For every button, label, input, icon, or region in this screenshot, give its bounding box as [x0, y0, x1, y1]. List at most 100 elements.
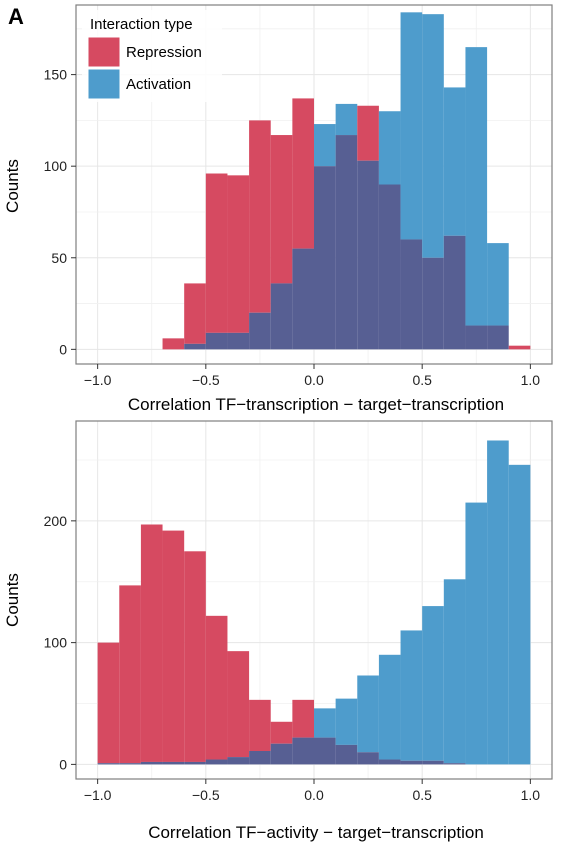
repression-bar	[227, 175, 250, 333]
overlap-bar	[184, 343, 206, 350]
overlap-bar	[270, 743, 293, 765]
activation-bar	[378, 654, 401, 760]
overlap-bar	[335, 744, 358, 765]
repression-bar	[184, 283, 206, 344]
y-tick-label: 0	[59, 756, 67, 772]
x-tick-label: −1.0	[84, 372, 112, 388]
legend-swatch-activation	[87, 68, 121, 100]
repression-bar	[140, 524, 163, 762]
repression-bar	[292, 699, 314, 738]
y-axis-title: Counts	[3, 159, 22, 213]
overlap-bar	[335, 135, 358, 350]
overlap-bar	[400, 239, 423, 350]
legend-swatch-repression	[87, 36, 121, 68]
overlap-bar	[378, 759, 401, 765]
activation-bar	[357, 675, 379, 753]
activation-bar	[335, 103, 358, 136]
repression-bar	[270, 721, 293, 744]
overlap-bar	[443, 763, 466, 765]
overlap-bar	[422, 257, 444, 350]
y-tick-label: 200	[44, 513, 68, 529]
y-tick-label: 150	[44, 67, 68, 83]
repression-bar	[162, 530, 185, 762]
bars	[97, 440, 531, 765]
repression-bar	[270, 135, 293, 284]
activation-bar	[400, 630, 423, 761]
axis-ticks: 0 100 200 −1.0 −0.5 0.0 0.5 1.0	[44, 513, 541, 803]
repression-bar	[357, 105, 379, 161]
y-tick-label: 100	[44, 635, 68, 651]
overlap-bar	[292, 248, 314, 350]
activation-bar	[314, 708, 336, 738]
x-tick-label: 1.0	[521, 787, 541, 803]
activation-bar	[443, 87, 466, 236]
overlap-bar	[357, 160, 379, 350]
repression-bar	[184, 551, 206, 762]
repression-bar	[162, 338, 185, 350]
activation-bar	[422, 14, 444, 258]
repression-bar	[205, 173, 228, 333]
overlap-bar	[227, 332, 250, 350]
histogram-panel-transcription: 0 50 100 150 −1.0 −0.5 0.0 0.5 1.0 Correlation T…	[3, 4, 553, 414]
histogram-panel-activity: 0 100 200 −1.0 −0.5 0.0 0.5 1.0 Correlation TF−…	[3, 420, 553, 842]
activation-bar	[487, 243, 509, 326]
overlap-bar	[162, 761, 185, 765]
activation-bar	[465, 47, 488, 326]
activation-bar	[378, 111, 401, 185]
x-axis-title: Correlation TF−activity − target−transcr…	[148, 823, 484, 842]
legend-title: Interaction type	[90, 16, 193, 33]
repression-bar	[249, 699, 271, 751]
overlap-bar	[184, 761, 206, 765]
overlap-bar	[422, 760, 444, 765]
overlap-bar	[97, 763, 120, 765]
legend: Interaction type Repression Activation	[82, 10, 222, 102]
overlap-bar	[205, 759, 228, 765]
legend-label-repression: Repression	[126, 44, 202, 61]
overlap-bar	[443, 235, 466, 350]
panel-letter: A	[8, 4, 24, 29]
x-tick-label: −0.5	[192, 787, 220, 803]
overlap-bar	[270, 283, 293, 350]
overlap-bar	[249, 312, 271, 350]
axis-ticks: 0 50 100 150 −1.0 −0.5 0.0 0.5 1.0	[44, 67, 541, 388]
x-tick-label: −1.0	[84, 787, 112, 803]
overlap-bar	[314, 166, 336, 350]
bars	[162, 12, 531, 350]
overlap-bar	[314, 737, 336, 765]
x-tick-label: 0.5	[412, 372, 432, 388]
repression-bar	[249, 120, 271, 313]
x-axis-title: Correlation TF−transcription − target−tr…	[128, 395, 504, 414]
repression-bar	[508, 345, 531, 350]
activation-bar	[335, 698, 358, 745]
activation-bar	[487, 440, 509, 765]
overlap-bar	[357, 752, 379, 765]
overlap-bar	[292, 737, 314, 765]
activation-bar	[465, 502, 488, 765]
repression-bar	[227, 651, 250, 758]
y-tick-label: 50	[51, 250, 67, 266]
activation-bar	[400, 12, 423, 240]
repression-bar	[292, 98, 314, 249]
overlap-bar	[205, 332, 228, 350]
repression-bar	[97, 642, 120, 764]
overlap-bar	[465, 325, 488, 350]
y-tick-label: 0	[59, 341, 67, 357]
activation-bar	[422, 606, 444, 761]
repression-bar	[205, 615, 228, 760]
x-tick-label: −0.5	[192, 372, 220, 388]
overlap-bar	[119, 763, 141, 765]
legend-label-activation: Activation	[126, 76, 191, 93]
overlap-bar	[140, 761, 163, 765]
x-tick-label: 0.5	[412, 787, 432, 803]
overlap-bar	[487, 325, 509, 350]
y-tick-label: 100	[44, 158, 68, 174]
x-tick-label: 0.0	[304, 372, 324, 388]
activation-bar	[314, 124, 336, 167]
overlap-bar	[400, 760, 423, 765]
x-tick-label: 1.0	[521, 372, 541, 388]
activation-bar	[508, 464, 531, 765]
overlap-bar	[378, 184, 401, 350]
overlap-bar	[249, 750, 271, 765]
x-tick-label: 0.0	[304, 787, 324, 803]
